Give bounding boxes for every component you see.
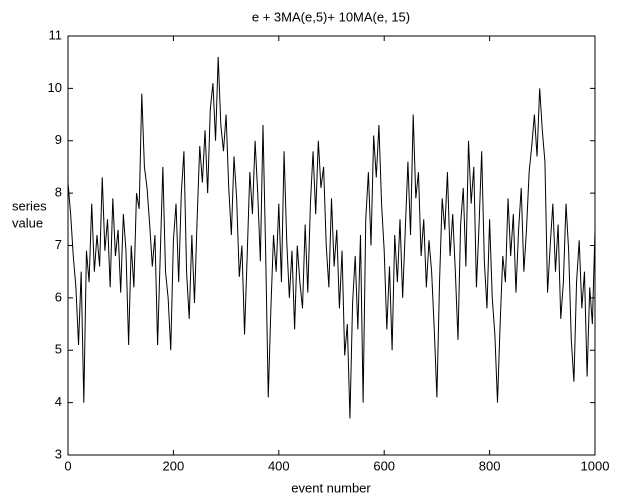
y-tick-label: 9 [55,132,62,147]
y-axis-label: value [12,215,43,230]
chart-title: e + 3MA(e,5)+ 10MA(e, 15) [252,9,410,24]
y-axis-label: series [12,198,47,213]
y-tick-label: 6 [55,289,62,304]
x-tick-label: 0 [64,458,71,473]
series-line [67,56,596,419]
y-tick-label: 3 [55,446,62,461]
plot-area [67,35,596,456]
x-tick-label: 800 [479,458,501,473]
x-tick-label: 200 [163,458,185,473]
y-tick-label: 8 [55,185,62,200]
x-tick-label: 600 [373,458,395,473]
y-tick-label: 11 [49,27,63,42]
y-tick-label: 4 [55,394,62,409]
y-tick-label: 5 [55,342,62,357]
y-tick-label: 7 [55,237,62,252]
x-axis-label: event number [291,480,371,495]
x-tick-label: 400 [268,458,290,473]
y-tick-label: 10 [48,80,62,95]
x-tick-label: 1000 [581,458,610,473]
